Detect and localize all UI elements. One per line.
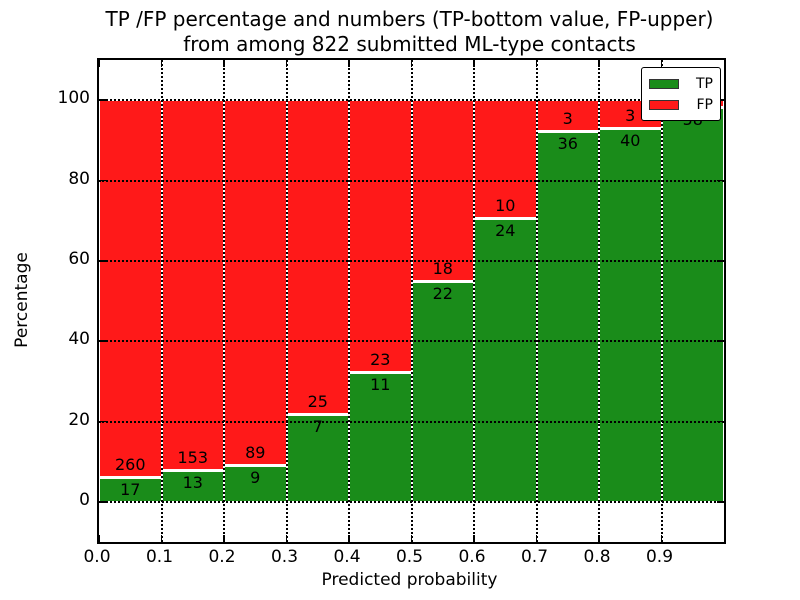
x-tick-top — [285, 60, 288, 67]
x-tick-label-0.6: 0.6 — [458, 547, 486, 567]
bar-fp-0.2-0.3 — [224, 100, 287, 465]
bar-fp-count-label: 153 — [177, 448, 209, 468]
bar-tp-count-label: 40 — [620, 131, 641, 151]
x-tick-label-0.7: 0.7 — [520, 547, 549, 567]
chart-title-line1: TP /FP percentage and numbers (TP-bottom… — [105, 7, 714, 31]
bar-fp-0.1-0.2 — [161, 100, 224, 471]
x-tick-top — [473, 60, 475, 67]
x-tick-bottom — [285, 535, 288, 542]
bar-tp-count-label: 9 — [250, 467, 261, 487]
legend-swatch-FP — [649, 99, 679, 110]
gridline-v-0.3 — [285, 60, 288, 542]
x-tick-label-0.3: 0.3 — [270, 547, 299, 567]
x-tick-label-0.9: 0.9 — [645, 547, 674, 567]
x-tick-top — [598, 60, 600, 67]
x-tick-bottom — [598, 535, 600, 542]
gridline-v-0.9 — [660, 60, 663, 542]
y-tick-label-0: 0 — [79, 489, 90, 510]
y-tick-label-80: 80 — [68, 168, 90, 189]
gridline-v-0.1 — [160, 60, 163, 542]
x-tick-top — [98, 60, 100, 67]
y-tick-right — [717, 260, 724, 262]
y-tick-label-20: 20 — [68, 409, 90, 430]
bar-fp-count-label: 3 — [625, 106, 636, 126]
y-tick-left — [99, 179, 106, 182]
bar-fp-0.4-0.5 — [349, 100, 412, 372]
x-tick-bottom — [410, 535, 413, 542]
chart-title: TP /FP percentage and numbers (TP-bottom… — [97, 7, 722, 57]
legend: TP FP — [641, 67, 721, 121]
legend-label-TP: TP — [696, 75, 713, 92]
x-tick-label-0.4: 0.4 — [333, 547, 361, 567]
bar-tp-0.8-0.9 — [599, 128, 662, 502]
y-tick-label-100: 100 — [57, 88, 90, 109]
x-tick-label-0.8: 0.8 — [583, 547, 611, 567]
bar-fp-0.5-0.6 — [411, 100, 474, 281]
x-tick-bottom — [535, 535, 538, 542]
bar-fp-count-label: 10 — [495, 196, 516, 216]
bar-tp-0.5-0.6 — [411, 280, 474, 502]
x-tick-bottom — [223, 535, 225, 542]
x-tick-bottom — [160, 535, 163, 542]
bar-tp-count-label: 11 — [370, 374, 391, 394]
bar-tp-count-label: 17 — [120, 480, 141, 500]
x-tick-label-0.0: 0.0 — [83, 547, 111, 567]
bar-fp-count-label: 260 — [114, 455, 146, 475]
x-tick-bottom — [348, 535, 350, 542]
x-tick-bottom — [473, 535, 475, 542]
x-tick-label-0.1: 0.1 — [145, 547, 174, 567]
bar-tp-0.7-0.8 — [536, 131, 599, 502]
bar-fp-0.3-0.4 — [286, 100, 349, 414]
legend-swatch-TP — [649, 78, 679, 89]
bar-fp-0.0-0.1 — [99, 100, 162, 478]
y-tick-left — [99, 99, 106, 101]
y-tick-label-40: 40 — [68, 329, 90, 350]
y-axis-label: Percentage — [12, 252, 32, 348]
y-tick-right — [717, 501, 724, 503]
x-tick-top — [223, 60, 225, 67]
gridline-v-0.5 — [410, 60, 413, 542]
x-tick-label-0.2: 0.2 — [208, 547, 236, 567]
bar-fp-count-label: 89 — [245, 442, 266, 462]
gridline-v-0.6 — [473, 60, 475, 542]
bar-fp-count-label: 3 — [562, 109, 573, 129]
gridline-v-0.7 — [535, 60, 538, 542]
gridline-v-0.2 — [223, 60, 225, 542]
bar-fp-count-label: 18 — [432, 258, 453, 278]
x-tick-bottom — [660, 535, 663, 542]
bar-fp-count-label: 23 — [370, 349, 391, 369]
x-axis-label: Predicted probability — [321, 570, 498, 590]
y-tick-left — [99, 260, 106, 262]
legend-row-TP: TP — [649, 73, 713, 94]
y-tick-right — [717, 420, 724, 423]
x-tick-top — [410, 60, 413, 67]
bar-tp-count-label: 7 — [312, 416, 323, 436]
x-tick-top — [160, 60, 163, 67]
x-tick-top — [660, 60, 663, 67]
bar-fp-count-label: 25 — [307, 391, 328, 411]
gridline-v-0.8 — [598, 60, 600, 542]
x-tick-bottom — [98, 535, 100, 542]
chart-title-line2: from among 822 submitted ML-type contact… — [183, 32, 636, 56]
bar-tp-0.4-0.5 — [349, 371, 412, 502]
legend-label-FP: FP — [696, 96, 714, 113]
y-tick-left — [99, 420, 106, 423]
x-tick-label-0.5: 0.5 — [395, 547, 424, 567]
y-tick-label-60: 60 — [68, 248, 90, 269]
y-tick-right — [717, 340, 724, 342]
plot-area: 260171531389925723111822102433634058TPFP — [97, 58, 726, 544]
bar-tp-count-label: 22 — [432, 283, 453, 303]
x-tick-top — [535, 60, 538, 67]
gridline-v-0.4 — [348, 60, 350, 542]
bar-tp-count-label: 36 — [557, 134, 578, 154]
legend-row-FP: FP — [649, 94, 713, 115]
bar-tp-count-label: 13 — [182, 473, 203, 493]
bar-tp-count-label: 24 — [495, 221, 516, 241]
y-tick-left — [99, 501, 106, 503]
y-tick-right — [717, 179, 724, 182]
bar-tp-0.9-1.0 — [661, 106, 724, 502]
x-tick-top — [348, 60, 350, 67]
y-tick-left — [99, 340, 106, 342]
